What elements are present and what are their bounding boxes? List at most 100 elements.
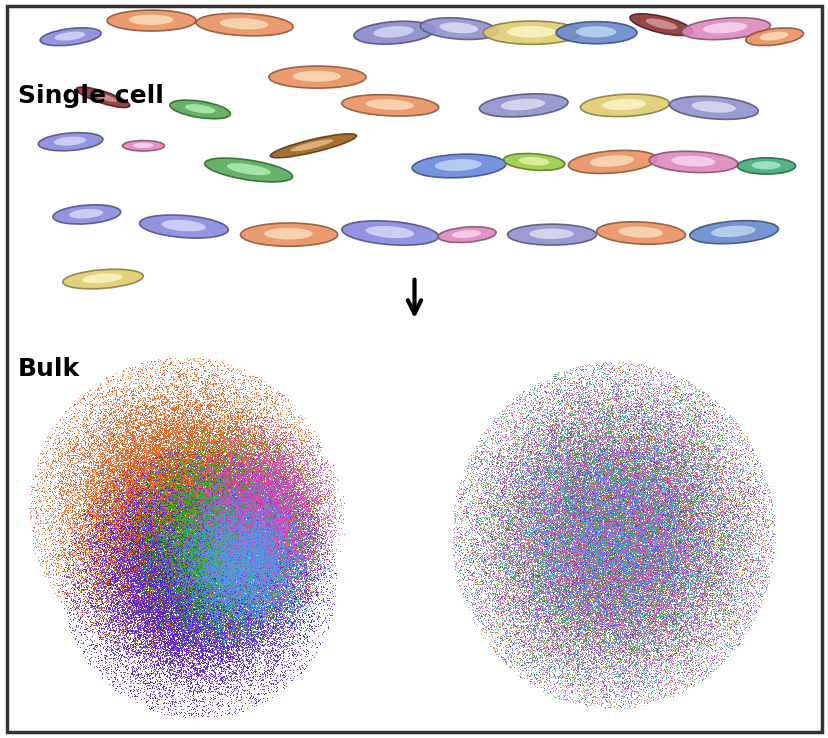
Point xyxy=(137,471,150,483)
Point xyxy=(70,520,83,531)
Point xyxy=(507,593,520,605)
Point xyxy=(575,486,588,498)
Point xyxy=(584,456,597,468)
Point xyxy=(160,414,173,426)
Point xyxy=(508,596,521,607)
Point xyxy=(106,399,119,410)
Point xyxy=(227,630,240,642)
Point xyxy=(172,503,185,514)
Point xyxy=(749,527,763,539)
Point xyxy=(626,644,639,655)
Point xyxy=(146,686,159,697)
Point xyxy=(262,544,275,556)
Point xyxy=(616,649,629,661)
Point xyxy=(325,543,338,555)
Point xyxy=(507,480,520,492)
Point xyxy=(646,637,659,649)
Point xyxy=(510,593,523,604)
Point xyxy=(147,532,161,544)
Point xyxy=(183,473,196,485)
Point xyxy=(264,468,277,480)
Point xyxy=(640,565,653,577)
Point xyxy=(538,469,551,480)
Point xyxy=(274,570,287,582)
Point xyxy=(297,663,310,675)
Point xyxy=(179,512,192,524)
Point xyxy=(580,450,593,462)
Point xyxy=(158,559,171,570)
Point xyxy=(551,474,565,486)
Point xyxy=(609,556,622,568)
Point xyxy=(172,489,185,501)
Point xyxy=(643,556,657,568)
Point xyxy=(194,553,207,565)
Point xyxy=(658,473,672,485)
Point xyxy=(152,452,166,464)
Point xyxy=(523,565,537,577)
Point xyxy=(595,560,609,572)
Point xyxy=(247,529,260,541)
Point xyxy=(210,565,224,577)
Point xyxy=(224,500,237,511)
Point xyxy=(171,583,185,595)
Point xyxy=(205,465,219,477)
Point xyxy=(251,490,264,502)
Point xyxy=(270,496,283,508)
Point xyxy=(272,580,286,592)
Point xyxy=(590,572,604,584)
Point xyxy=(244,524,258,536)
Point xyxy=(306,526,319,538)
Point xyxy=(253,564,267,576)
Point xyxy=(249,589,262,601)
Point xyxy=(138,535,152,547)
Point xyxy=(663,525,676,537)
Point xyxy=(241,568,254,580)
Point xyxy=(663,480,676,492)
Point xyxy=(160,557,173,569)
Point xyxy=(688,580,701,592)
Point xyxy=(164,576,177,588)
Point xyxy=(252,509,265,521)
Point xyxy=(521,635,534,646)
Point xyxy=(597,583,610,595)
Point xyxy=(568,579,581,590)
Point xyxy=(518,428,532,440)
Point xyxy=(158,580,171,592)
Point xyxy=(252,534,265,546)
Point xyxy=(132,621,146,633)
Point xyxy=(281,604,294,616)
Point xyxy=(585,458,599,469)
Point xyxy=(176,479,189,491)
Point xyxy=(125,433,138,445)
Point xyxy=(673,539,686,551)
Point xyxy=(221,599,234,610)
Point xyxy=(705,553,719,565)
Point xyxy=(606,508,619,520)
Point xyxy=(595,606,609,618)
Point xyxy=(763,537,777,548)
Point xyxy=(629,537,643,548)
Point xyxy=(285,497,298,508)
Point xyxy=(224,531,237,543)
Point xyxy=(511,556,524,568)
Point xyxy=(553,578,566,590)
Point xyxy=(273,517,286,529)
Point xyxy=(205,548,218,560)
Point xyxy=(195,492,208,504)
Point xyxy=(147,540,161,552)
Point xyxy=(156,488,170,500)
Point xyxy=(197,614,210,626)
Point xyxy=(238,590,252,602)
Point xyxy=(207,596,220,607)
Point xyxy=(273,520,286,531)
Point xyxy=(221,658,234,670)
Point xyxy=(161,484,175,496)
Point xyxy=(181,506,195,517)
Point xyxy=(586,546,599,558)
Point xyxy=(191,626,205,638)
Point xyxy=(196,586,209,598)
Point xyxy=(602,544,615,556)
Point xyxy=(618,629,631,641)
Point xyxy=(172,500,185,512)
Point xyxy=(713,646,726,658)
